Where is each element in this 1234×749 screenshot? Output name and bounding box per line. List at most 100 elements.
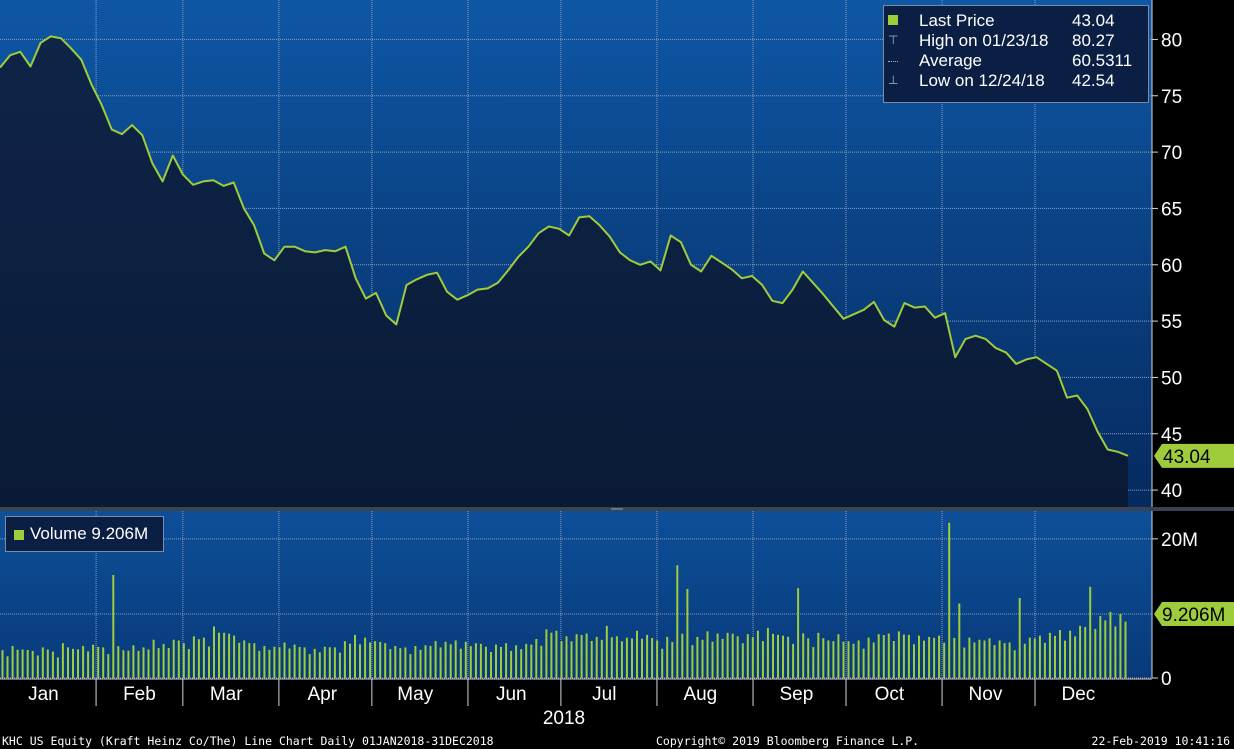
volume-bar [379,641,382,678]
footer-chart-description: KHC US Equity (Kraft Heinz Co/The) Line … [2,734,494,748]
volume-bar [223,632,226,678]
volume-bar [238,642,241,678]
volume-bar [600,639,603,678]
volume-swatch-icon [14,530,24,540]
volume-bar [404,647,407,678]
last-price-badge [1154,443,1234,468]
volume-bar [595,636,598,678]
volume-bar [1033,638,1036,678]
volume-bar [570,641,573,678]
volume-bar [278,647,281,678]
volume-bar [902,634,905,678]
volume-bar [772,633,774,678]
volume-bar [656,640,659,678]
volume-bar [575,634,578,678]
month-label: Jun [496,684,527,705]
volume-bar [1028,637,1031,678]
month-label: May [397,684,433,705]
volume-bar [323,646,326,678]
volume-bar [761,641,764,678]
high-marker-icon: ⊤ [888,33,899,47]
volume-bar [152,639,155,678]
volume-bar [97,646,100,678]
volume-bar [726,632,729,678]
volume-bar [610,637,613,678]
price-area [0,36,1128,508]
volume-bar [338,652,341,678]
volume-bar [439,647,442,678]
month-label: Nov [969,684,1003,705]
volume-bar [495,644,497,678]
volume-bar [913,644,915,678]
volume-bar [233,635,236,678]
legend-label: Average [919,51,983,70]
volume-bar [812,647,815,678]
volume-bar [1084,626,1087,678]
volume-bar [1064,640,1066,678]
volume-legend[interactable]: Volume 9.206M [5,516,164,552]
volume-bar [243,640,246,678]
price-tick-label: 40 [1161,481,1182,502]
volume-bar [162,643,165,678]
footer-copyright: Copyright© 2019 Bloomberg Finance L.P. [656,734,919,748]
volume-bar [490,652,492,678]
volume-bar [263,646,266,678]
volume-bar [429,645,432,678]
volume-bar [948,522,951,678]
price-legend[interactable]: Last Price 43.04 ⊤ High on 01/23/18 80.2… [883,5,1149,103]
volume-bar [953,637,956,678]
volume-bar [182,643,185,678]
volume-bar [303,647,306,678]
volume-bar [822,638,825,678]
volume-bar [681,633,684,678]
volume-bar [454,640,457,678]
volume-bar [797,588,800,678]
volume-bar [273,646,276,678]
volume-bar [384,643,387,678]
volume-bar [993,645,996,678]
price-tick-label: 70 [1161,143,1182,164]
legend-label: High on 01/23/18 [919,31,1049,50]
volume-bar [842,641,845,678]
volume-bar [580,635,583,678]
price-tick-label: 55 [1161,312,1182,333]
volume-bar [31,650,34,678]
volume-bar [112,575,115,678]
volume-bar [253,643,256,678]
volume-bar [444,641,447,678]
volume-bar [399,648,402,678]
month-label: Apr [307,684,337,705]
volume-bar [1079,625,1082,678]
volume-bar [464,641,467,678]
legend-value: 80.27 [1072,31,1115,50]
volume-bar [560,641,563,678]
volume-bar [1109,611,1112,678]
volume-bar [1023,643,1026,678]
volume-bar [525,643,528,678]
volume-bar [1038,635,1041,678]
volume-bar [6,656,9,678]
legend-value: 42.54 [1072,71,1115,90]
volume-bar [318,652,321,678]
month-label: Jul [592,684,616,705]
volume-bar [535,639,538,678]
last-volume-badge [1154,601,1234,626]
volume-bar [1099,616,1102,678]
volume-bar [459,648,462,678]
volume-bar [1114,626,1117,678]
volume-bar [364,637,367,678]
volume-bar [872,642,875,678]
volume-bar [1043,642,1046,678]
volume-bar [1059,630,1061,678]
volume-bar [666,636,669,678]
volume-bar [923,640,925,678]
volume-bar [449,644,452,678]
volume-bar [550,632,553,678]
volume-bar [343,641,346,678]
volume-bar [736,636,739,679]
volume-bar [751,637,754,678]
legend-row-last-price: Last Price 43.04 [884,11,1148,31]
volume-bar [1119,613,1122,678]
volume-bar [359,644,361,678]
